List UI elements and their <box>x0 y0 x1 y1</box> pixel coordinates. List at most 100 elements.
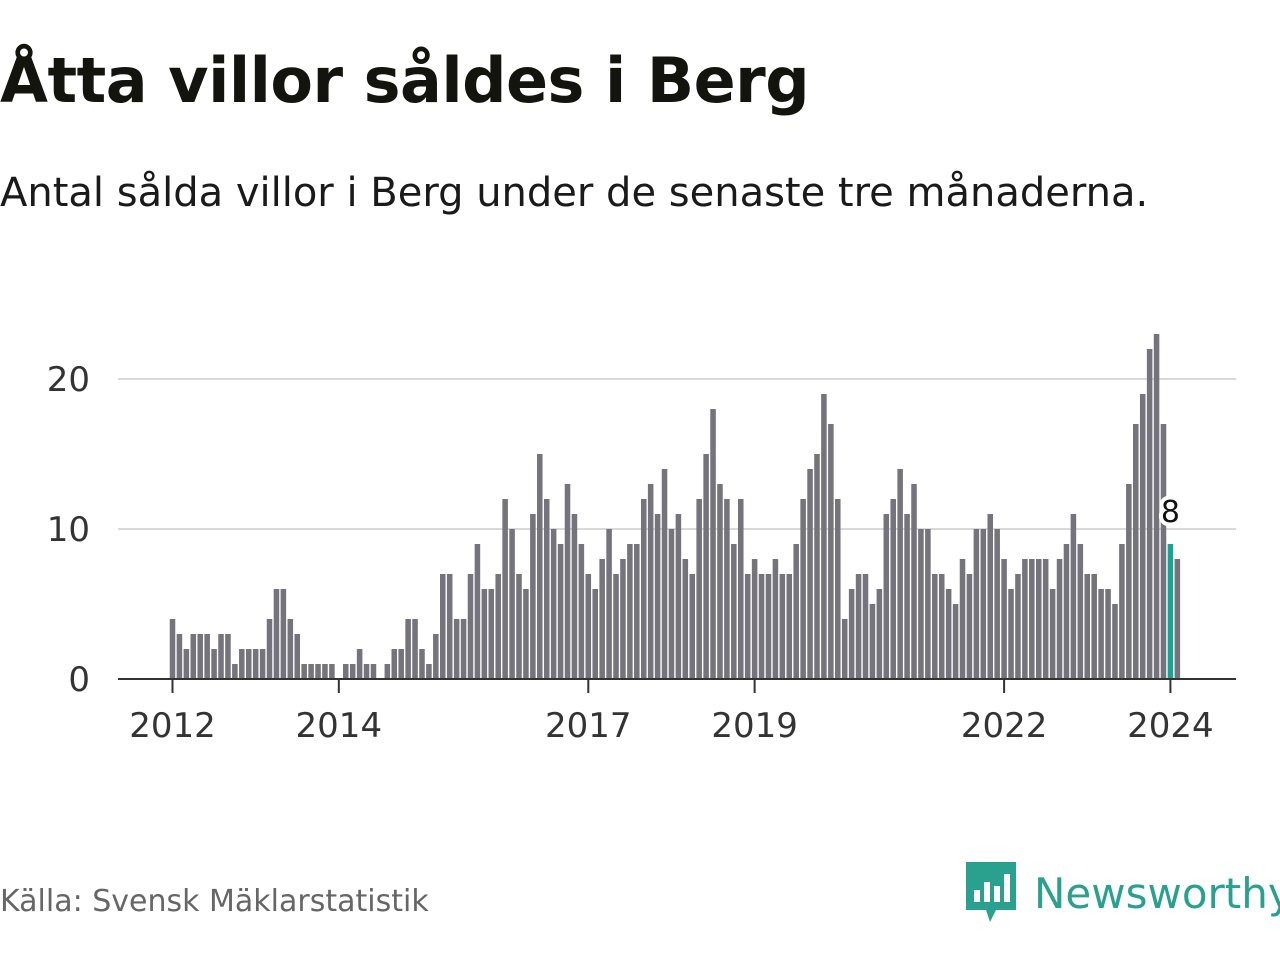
bar <box>218 634 224 679</box>
bar <box>897 469 903 679</box>
bar <box>599 559 605 679</box>
bar <box>273 589 280 679</box>
bar <box>1105 589 1111 679</box>
brand-logo: Newsworthy <box>966 862 1280 924</box>
bar <box>966 574 973 679</box>
bar <box>758 574 765 679</box>
y-tick-label: 0 <box>68 660 90 700</box>
bar <box>460 619 467 679</box>
bar <box>516 574 522 679</box>
bar <box>703 454 709 679</box>
bar <box>502 499 508 679</box>
bar <box>987 514 994 679</box>
bar <box>848 589 855 679</box>
bar <box>204 634 210 679</box>
bar <box>710 409 716 679</box>
bar <box>1084 574 1091 679</box>
bar <box>786 574 793 679</box>
bar <box>647 484 654 679</box>
bar <box>211 649 217 679</box>
bar <box>592 589 598 679</box>
bar <box>190 634 197 679</box>
bar <box>405 619 411 679</box>
bar <box>356 649 363 679</box>
bar <box>869 604 876 679</box>
bar <box>266 619 273 679</box>
annotation-halo: 8 <box>1161 495 1180 530</box>
bar <box>391 649 398 679</box>
bar <box>1112 604 1118 679</box>
newsworthy-logo-icon <box>966 862 1016 922</box>
bar <box>183 649 190 679</box>
y-tick-label: 10 <box>47 510 90 550</box>
bar <box>613 574 619 679</box>
bar <box>606 529 612 679</box>
bar <box>876 589 883 679</box>
bar <box>731 544 737 679</box>
gridlines <box>118 378 1236 530</box>
bar <box>232 664 238 679</box>
bar <box>640 499 647 679</box>
bar <box>724 499 730 679</box>
chart-title: Åtta villor såldes i Berg <box>0 44 810 117</box>
bar <box>682 559 689 679</box>
bar <box>821 394 827 679</box>
bar <box>980 529 987 679</box>
bar <box>620 559 626 679</box>
bar <box>467 574 474 679</box>
bar <box>751 559 758 679</box>
bar <box>911 484 917 679</box>
bar <box>668 529 675 679</box>
bar <box>765 574 772 679</box>
x-tick-label: 2012 <box>129 706 216 746</box>
bars <box>169 334 1181 679</box>
bar <box>959 559 966 679</box>
chart-subtitle: Antal sålda villor i Berg under de senas… <box>0 170 1149 216</box>
y-tick-label: 20 <box>47 360 90 400</box>
bar <box>1015 574 1021 679</box>
bar-highlight <box>1167 544 1174 679</box>
bar <box>426 664 432 679</box>
annotation-label: 8 <box>1161 495 1180 530</box>
bar <box>738 499 744 679</box>
bar <box>1049 589 1056 679</box>
annotations: 88 <box>1157 491 1184 534</box>
bar <box>717 484 723 679</box>
bar <box>384 664 391 679</box>
bar <box>828 424 834 679</box>
bar <box>453 619 460 679</box>
bar <box>973 529 980 679</box>
axes: 0 10 20 2012 2014 2017 2019 2022 2024 <box>47 360 1236 746</box>
bar <box>1042 559 1049 679</box>
bar <box>925 529 931 679</box>
bar <box>918 529 924 679</box>
bar <box>945 589 952 679</box>
bar <box>419 649 425 679</box>
bar <box>1063 544 1070 679</box>
bar <box>523 589 529 679</box>
bar <box>883 514 890 679</box>
bar <box>474 544 481 679</box>
bar <box>661 469 668 679</box>
x-tick-label: 2014 <box>296 706 383 746</box>
bar <box>841 619 848 679</box>
bar <box>329 664 335 679</box>
bar <box>176 634 183 679</box>
bar <box>1133 424 1139 679</box>
bar <box>578 544 585 679</box>
bar <box>800 499 806 679</box>
bar <box>564 484 571 679</box>
bar <box>772 559 779 679</box>
bar <box>1119 544 1125 679</box>
bar <box>1029 559 1035 679</box>
bar <box>675 514 682 679</box>
bar <box>938 574 945 679</box>
bar <box>1008 589 1014 679</box>
bar <box>543 499 550 679</box>
bar <box>252 649 259 679</box>
bar <box>308 664 314 679</box>
bar <box>169 619 176 679</box>
bar <box>301 664 307 679</box>
bar <box>225 634 231 679</box>
